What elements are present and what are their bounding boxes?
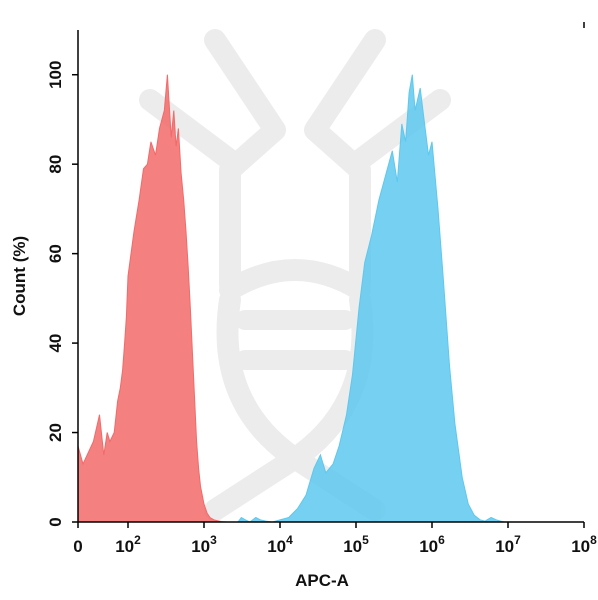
- y-tick-label: 60: [46, 244, 65, 263]
- y-tick-label: 40: [46, 334, 65, 353]
- x-tick-exponent: 7: [514, 533, 521, 547]
- x-axis-title: APC-A: [295, 571, 349, 590]
- x-tick-label: 0: [73, 537, 82, 556]
- y-tick-label: 20: [46, 423, 65, 442]
- x-tick-exponent: 8: [590, 533, 597, 547]
- y-tick-label: 100: [46, 61, 65, 89]
- x-tick-label: 102: [115, 533, 141, 556]
- x-tick-label: 103: [191, 533, 217, 556]
- x-tick-label: 104: [267, 533, 293, 556]
- x-tick-exponent: 3: [210, 533, 217, 547]
- x-tick-label: 107: [495, 533, 521, 556]
- x-tick-exponent: 2: [134, 533, 141, 547]
- x-tick-exponent: 6: [438, 533, 445, 547]
- x-tick-label: 108: [571, 533, 597, 556]
- x-tick-label: 105: [343, 533, 369, 556]
- histogram-area-2: [237, 74, 505, 523]
- x-tick-exponent: 5: [362, 533, 369, 547]
- y-tick-label: 80: [46, 155, 65, 174]
- histogram-area-1: [77, 74, 227, 523]
- y-tick-label: 0: [46, 517, 65, 526]
- x-tick-label: 106: [419, 533, 445, 556]
- y-axis-title: Count (%): [10, 236, 29, 316]
- x-tick-exponent: 4: [286, 533, 293, 547]
